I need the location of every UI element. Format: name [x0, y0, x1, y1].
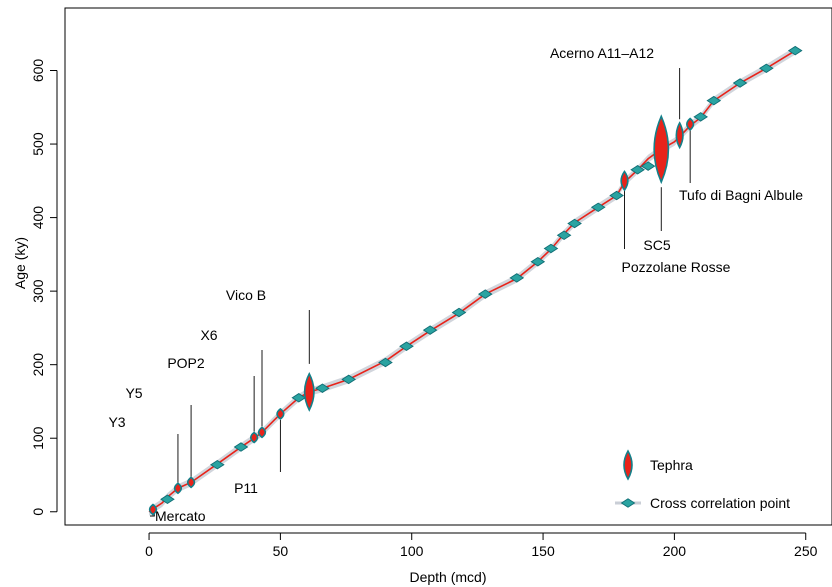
- cross-correlation-point: [787, 45, 803, 56]
- cross-correlation-point: [451, 307, 467, 318]
- tephra-point: [257, 426, 267, 439]
- plot-frame: [64, 7, 832, 526]
- tephra-point: [303, 371, 315, 412]
- legend-tephra-label: Tephra: [650, 457, 693, 473]
- x-axis: 0 50 100 150 200 250: [145, 532, 818, 559]
- annotation-label: SC5: [643, 237, 670, 253]
- annotation-label: Acerno A11–A12: [550, 45, 654, 61]
- cross-correlation-point: [590, 202, 606, 213]
- legend: Tephra Cross correlation point: [615, 449, 790, 511]
- legend-cross-label: Cross correlation point: [650, 495, 790, 511]
- y-tick-label: 500: [30, 132, 46, 156]
- cross-correlation-point: [509, 273, 525, 283]
- annotation-leader-layer: [150, 68, 691, 517]
- annotation-label: Pozzolane Rosse: [622, 259, 731, 275]
- tephra-point: [276, 407, 285, 420]
- y-tick-label: 100: [30, 426, 46, 450]
- y-tick-label: 600: [30, 59, 46, 83]
- y-tick-label: 0: [30, 508, 46, 516]
- cross-correlation-point: [732, 78, 748, 88]
- cross-correlation-point: [693, 112, 708, 122]
- legend-tephra-marker: [623, 449, 633, 481]
- cross-correlation-point: [567, 218, 582, 229]
- tephra-layer: [148, 114, 695, 516]
- y-tick-label: 400: [30, 206, 46, 230]
- annotation-label: POP2: [167, 355, 205, 371]
- annotation-label: X6: [200, 327, 217, 343]
- x-tick-label: 250: [794, 543, 818, 559]
- cross-correlation-point: [609, 190, 624, 201]
- x-tick-label: 50: [273, 543, 289, 559]
- y-tick-label: 200: [30, 353, 46, 377]
- y-axis: 0 100 200 300 400 500 600: [30, 59, 58, 516]
- cross-correlation-point: [378, 357, 393, 368]
- tephra-point: [250, 431, 259, 444]
- cross-correlation-point: [399, 341, 414, 352]
- cross-correlation-point: [630, 165, 645, 175]
- cross-correlation-point: [706, 95, 722, 106]
- tephra-point: [148, 503, 158, 516]
- x-tick-label: 150: [531, 543, 555, 559]
- cross-correlation-point: [160, 494, 175, 504]
- cross-correlation-point: [530, 256, 546, 267]
- tephra-point: [686, 117, 695, 131]
- cross-correlation-point: [556, 230, 572, 240]
- cross-correlation-point: [315, 383, 330, 393]
- tephra-point: [173, 482, 183, 495]
- uncertainty-band: [149, 46, 796, 516]
- cross-correlation-point: [640, 161, 656, 171]
- uncertainty-band-layer: [149, 46, 796, 516]
- x-axis-title: Depth (mcd): [409, 569, 486, 585]
- annotation-label: Y3: [108, 414, 125, 430]
- tephra-point: [675, 121, 684, 150]
- legend-cross-marker: [620, 498, 636, 508]
- cross-correlation-point: [422, 325, 438, 335]
- y-axis-title: Age (ky): [12, 237, 28, 289]
- cross-correlation-point: [477, 289, 493, 299]
- cross-correlation-point: [543, 243, 559, 254]
- cross-correlation-point: [233, 442, 249, 452]
- annotation-label: P11: [234, 480, 258, 496]
- y-tick-label: 300: [30, 279, 46, 303]
- cross-correlation-point: [759, 63, 774, 74]
- annotation-label: Tufo di Bagni Albule: [679, 187, 803, 203]
- x-tick-label: 0: [145, 543, 153, 559]
- tephra-point: [186, 476, 196, 489]
- x-tick-label: 200: [663, 543, 687, 559]
- annotation-label: Y5: [125, 385, 142, 401]
- tephra-point: [620, 170, 629, 192]
- annotation-label: Vico B: [226, 287, 266, 303]
- annotation-label: Mercato: [155, 508, 206, 524]
- cross-correlation-layer: [160, 45, 803, 504]
- cross-correlation-point: [210, 459, 225, 470]
- tephra-point: [653, 114, 670, 185]
- cross-correlation-point: [341, 374, 357, 385]
- x-tick-label: 100: [400, 543, 424, 559]
